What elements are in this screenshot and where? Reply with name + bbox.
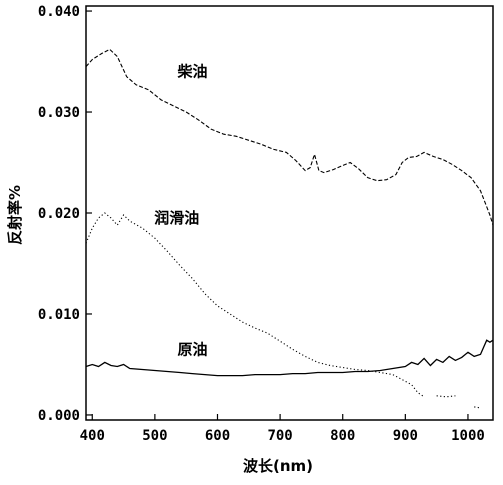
series-label: 润滑油 bbox=[154, 209, 199, 227]
x-tick-label: 500 bbox=[142, 428, 167, 444]
x-tick-label: 400 bbox=[80, 428, 105, 444]
plot-frame bbox=[85, 5, 494, 421]
series-line-4 bbox=[85, 339, 494, 377]
y-tick-label: 0.000 bbox=[38, 408, 80, 424]
x-tick-label: 600 bbox=[205, 428, 230, 444]
series-line-1 bbox=[85, 212, 425, 398]
x-axis: 400 500 600 700 800 900 1000 bbox=[80, 414, 485, 444]
x-tick-label: 700 bbox=[267, 428, 292, 444]
x-tick-label: 1000 bbox=[451, 428, 485, 444]
series-line-3 bbox=[474, 406, 481, 409]
series-line-2 bbox=[436, 395, 456, 398]
series-label: 柴油 bbox=[176, 63, 207, 81]
y-tick-label: 0.010 bbox=[38, 307, 80, 323]
x-tick-label: 900 bbox=[393, 428, 418, 444]
y-tick-label: 0.040 bbox=[38, 4, 80, 20]
y-tick-label: 0.020 bbox=[38, 206, 80, 222]
series-group bbox=[85, 48, 494, 409]
x-axis-title: 波长(nm) bbox=[243, 457, 313, 475]
series-line-0 bbox=[85, 48, 494, 226]
y-axis-title: 反射率% bbox=[6, 185, 24, 245]
y-axis: 0.000 0.010 0.020 0.030 0.040 bbox=[38, 4, 92, 424]
x-tick-label: 800 bbox=[330, 428, 355, 444]
series-label: 原油 bbox=[177, 340, 207, 358]
y-tick-label: 0.030 bbox=[38, 105, 80, 121]
